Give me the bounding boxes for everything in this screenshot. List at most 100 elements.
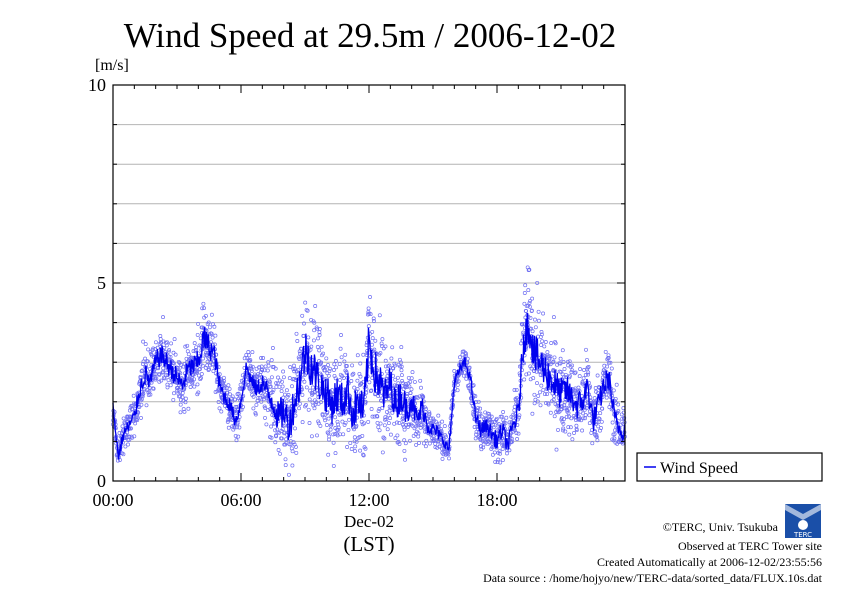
data-point xyxy=(284,437,289,442)
data-point xyxy=(551,359,556,364)
data-point xyxy=(512,427,517,432)
data-point xyxy=(209,312,214,317)
data-point xyxy=(464,351,469,356)
data-point xyxy=(418,425,423,430)
data-point xyxy=(368,295,372,299)
data-point xyxy=(151,386,156,391)
data-point xyxy=(528,315,533,320)
data-point xyxy=(498,451,502,456)
data-point xyxy=(319,344,324,349)
data-point xyxy=(403,384,408,389)
data-point xyxy=(536,309,541,314)
data-point xyxy=(327,369,332,374)
data-point xyxy=(584,347,588,352)
data-point xyxy=(269,358,274,363)
x-tick-label: 00:00 xyxy=(92,490,133,510)
data-point xyxy=(168,383,173,388)
data-point xyxy=(166,378,171,383)
data-point xyxy=(377,428,382,433)
data-point xyxy=(234,438,239,443)
data-point xyxy=(138,376,143,381)
data-point xyxy=(354,439,359,444)
data-point xyxy=(331,440,336,445)
data-point xyxy=(360,433,365,438)
data-point xyxy=(574,428,579,433)
data-point xyxy=(522,301,527,306)
data-point xyxy=(290,463,295,468)
data-point xyxy=(251,406,256,411)
data-point xyxy=(266,408,270,413)
data-point xyxy=(241,404,245,409)
data-point xyxy=(316,419,321,424)
data-point xyxy=(491,425,496,430)
data-point xyxy=(227,386,232,391)
data-point xyxy=(195,382,200,387)
data-point xyxy=(226,383,231,388)
data-point xyxy=(536,318,541,323)
data-point xyxy=(496,457,501,462)
data-point xyxy=(228,392,232,397)
data-point xyxy=(361,452,366,457)
data-point xyxy=(237,425,242,430)
data-point xyxy=(207,325,212,330)
data-point xyxy=(283,463,288,468)
data-point xyxy=(562,367,567,371)
data-point xyxy=(548,354,553,359)
data-point xyxy=(358,448,363,453)
data-point xyxy=(145,359,150,364)
data-point xyxy=(572,431,576,435)
data-point xyxy=(355,387,360,391)
data-point xyxy=(526,371,531,376)
data-point xyxy=(399,345,404,350)
data-point xyxy=(307,421,312,425)
data-point xyxy=(199,344,204,348)
data-point xyxy=(593,386,598,390)
data-point xyxy=(248,358,253,363)
data-point xyxy=(257,365,262,370)
data-point xyxy=(300,392,305,397)
data-point xyxy=(273,366,278,371)
data-point xyxy=(156,366,161,371)
data-point xyxy=(618,422,623,427)
data-point xyxy=(386,421,391,426)
data-point xyxy=(281,369,286,374)
data-point xyxy=(616,409,621,414)
data-point xyxy=(507,448,512,453)
data-point xyxy=(318,423,323,428)
data-point xyxy=(424,438,429,443)
data-point xyxy=(605,364,610,369)
data-point xyxy=(370,342,374,347)
data-point xyxy=(412,379,417,384)
data-point xyxy=(600,406,605,411)
data-point xyxy=(478,437,483,442)
data-point xyxy=(165,385,170,390)
data-point xyxy=(567,432,572,437)
data-point xyxy=(381,435,386,440)
data-point xyxy=(268,384,273,389)
data-point xyxy=(551,368,556,372)
data-point xyxy=(510,439,515,444)
data-point xyxy=(212,353,216,358)
data-point xyxy=(535,399,540,404)
credit-created: Created Automatically at 2006-12-02/23:5… xyxy=(597,555,822,569)
data-point xyxy=(304,385,309,390)
data-point xyxy=(200,306,205,311)
data-point xyxy=(596,424,601,429)
data-point xyxy=(209,331,214,336)
data-point xyxy=(152,372,157,376)
data-point xyxy=(165,340,170,345)
data-point xyxy=(260,368,265,373)
data-point xyxy=(300,313,305,318)
data-point xyxy=(368,389,373,394)
data-point xyxy=(586,365,591,369)
data-point xyxy=(369,388,374,393)
data-point xyxy=(595,438,600,443)
data-point xyxy=(400,380,405,385)
data-point xyxy=(254,402,259,407)
data-point xyxy=(383,415,388,420)
data-point xyxy=(125,430,129,435)
data-point xyxy=(533,317,537,322)
data-point xyxy=(171,361,176,366)
data-point xyxy=(522,377,527,382)
data-point xyxy=(465,356,470,361)
